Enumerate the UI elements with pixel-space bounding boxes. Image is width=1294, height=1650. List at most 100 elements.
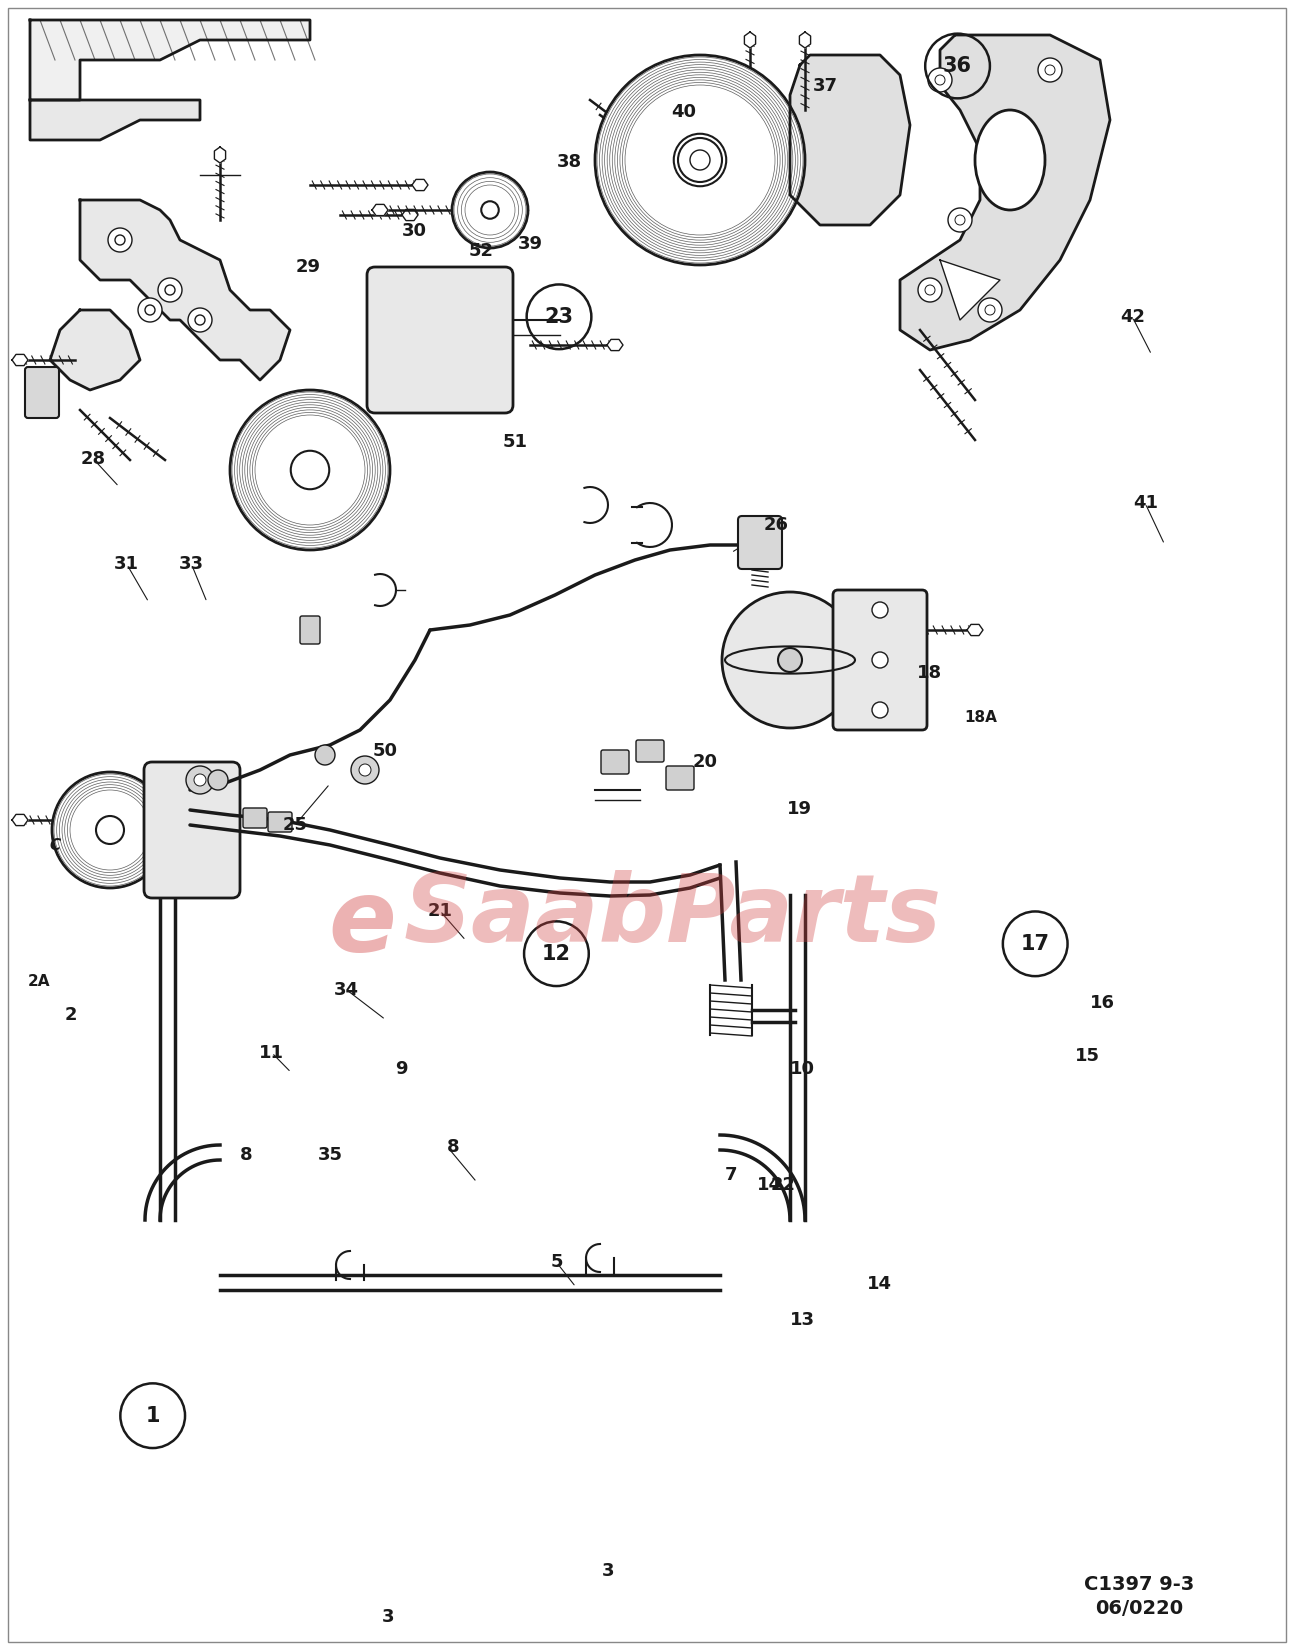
Text: 21: 21 [427,903,453,919]
Text: 41: 41 [1132,495,1158,512]
FancyBboxPatch shape [144,762,239,898]
Text: 1: 1 [145,1406,160,1426]
Polygon shape [371,205,388,216]
Circle shape [291,450,329,490]
Text: 30: 30 [401,223,427,239]
Circle shape [194,774,206,785]
Polygon shape [791,54,910,224]
Text: 8: 8 [446,1138,459,1155]
Text: 18: 18 [916,665,942,681]
Circle shape [978,299,1002,322]
Text: 51: 51 [502,434,528,450]
Text: 29: 29 [295,259,321,276]
FancyBboxPatch shape [268,812,292,832]
Text: 20: 20 [692,754,718,771]
Circle shape [452,172,528,248]
Circle shape [872,602,888,619]
Text: 52: 52 [468,243,494,259]
Circle shape [872,652,888,668]
Polygon shape [939,261,1000,320]
Text: 38: 38 [556,153,582,170]
Circle shape [138,299,162,322]
Text: 16: 16 [1090,995,1115,1011]
Text: 11: 11 [259,1044,285,1061]
Circle shape [230,389,389,549]
Text: 50: 50 [373,742,399,759]
Circle shape [872,701,888,718]
Text: 19: 19 [787,800,813,817]
Text: 25: 25 [282,817,308,833]
Text: 42: 42 [1119,309,1145,325]
Circle shape [358,764,371,776]
FancyBboxPatch shape [243,808,267,828]
FancyBboxPatch shape [600,751,629,774]
Polygon shape [901,35,1110,350]
Polygon shape [12,355,28,366]
Text: 26: 26 [763,516,789,533]
Polygon shape [607,340,622,350]
Polygon shape [30,101,201,140]
Text: 8: 8 [239,1147,252,1163]
Circle shape [52,772,168,888]
FancyBboxPatch shape [25,366,60,417]
Text: 18A: 18A [964,710,998,726]
Circle shape [188,309,212,332]
Text: 3: 3 [602,1563,615,1579]
Text: 14: 14 [867,1275,893,1292]
Text: 23: 23 [545,307,573,327]
Text: 22: 22 [770,1176,796,1193]
Text: C1397 9-3: C1397 9-3 [1083,1574,1194,1594]
FancyBboxPatch shape [300,615,320,644]
Circle shape [778,648,802,672]
Polygon shape [12,815,28,825]
Text: 12: 12 [542,944,571,964]
Text: 13: 13 [789,1312,815,1328]
Text: 39: 39 [518,236,543,252]
Circle shape [186,766,214,794]
Text: 7: 7 [725,1167,738,1183]
Circle shape [1038,58,1062,82]
Ellipse shape [974,111,1046,210]
Text: 5: 5 [550,1254,563,1270]
Text: 35: 35 [317,1147,343,1163]
Text: 28: 28 [80,450,106,467]
Polygon shape [800,31,810,48]
Text: 10: 10 [789,1061,815,1077]
Text: 34: 34 [334,982,360,998]
Text: 3: 3 [382,1609,395,1625]
Text: e: e [329,876,396,972]
Circle shape [917,277,942,302]
Circle shape [678,139,722,182]
Circle shape [595,54,805,266]
Polygon shape [967,624,983,635]
Circle shape [481,201,498,219]
Text: C: C [49,838,61,853]
Circle shape [722,592,858,728]
Circle shape [674,134,726,186]
Circle shape [949,208,972,233]
Text: 33: 33 [179,556,204,573]
Circle shape [314,746,335,766]
Text: 40: 40 [670,104,696,120]
Polygon shape [411,180,428,191]
FancyBboxPatch shape [367,267,512,412]
Circle shape [351,756,379,784]
Text: 06/0220: 06/0220 [1095,1599,1183,1619]
Text: 31: 31 [114,556,140,573]
Circle shape [158,277,182,302]
Text: 14: 14 [757,1176,783,1193]
Text: 9: 9 [395,1061,408,1077]
Text: 15: 15 [1074,1048,1100,1064]
Text: 17: 17 [1021,934,1049,954]
Polygon shape [30,20,311,101]
Polygon shape [744,31,756,48]
Circle shape [96,817,124,845]
Circle shape [107,228,132,252]
Text: 37: 37 [813,78,839,94]
Text: SaabParts: SaabParts [404,870,942,962]
Circle shape [208,771,228,790]
FancyBboxPatch shape [635,739,664,762]
FancyBboxPatch shape [738,516,782,569]
Circle shape [928,68,952,92]
FancyBboxPatch shape [666,766,694,790]
